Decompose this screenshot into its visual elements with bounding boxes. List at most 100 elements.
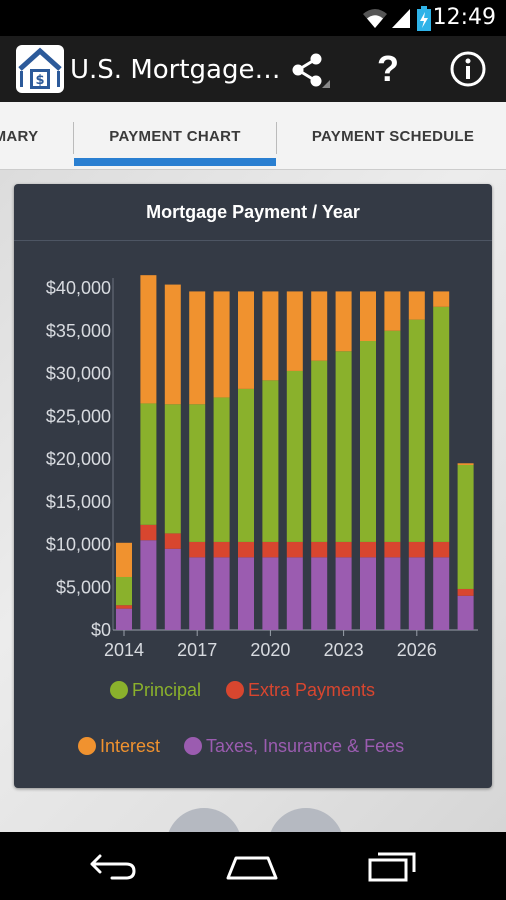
app-title: U.S. Mortgage…: [70, 55, 281, 85]
bar-segment: [408, 557, 425, 630]
bar-segment: [213, 397, 230, 542]
tab-payment-schedule[interactable]: PAYMENT SCHEDULE: [311, 128, 475, 145]
divider: [14, 240, 492, 241]
bar-segment: [408, 319, 425, 542]
bar-segment: [286, 291, 303, 371]
legend-dot: [78, 737, 96, 755]
x-tick-label: 2026: [397, 640, 437, 660]
signal-icon: [392, 9, 410, 28]
legend-label: Extra Payments: [248, 680, 376, 700]
share-icon: [292, 53, 330, 88]
y-tick-label: $15,000: [46, 492, 111, 512]
bar-segment: [116, 608, 132, 630]
bar-segment: [189, 541, 206, 558]
bar-segment: [384, 557, 401, 630]
bar-segment: [433, 557, 450, 630]
y-tick-label: $20,000: [46, 449, 111, 469]
bar-segment: [238, 541, 254, 558]
bar-segment: [286, 541, 303, 558]
bar-segment: [164, 548, 181, 630]
y-tick-label: $5,000: [56, 577, 111, 597]
home-button[interactable]: [222, 846, 282, 886]
bar-segment: [140, 540, 157, 630]
y-tick-label: $25,000: [46, 406, 111, 426]
bar-segment: [189, 404, 206, 542]
legend-label: Taxes, Insurance & Fees: [206, 736, 405, 756]
bar-segment: [457, 595, 474, 630]
app-icon[interactable]: $: [16, 45, 64, 93]
bar-segment: [262, 380, 279, 542]
bar-segment: [140, 524, 157, 541]
bar-segment: [408, 291, 425, 320]
bar-segment: [360, 557, 376, 630]
chart-title: Mortgage Payment / Year: [146, 202, 360, 222]
floating-button[interactable]: [166, 808, 242, 832]
y-tick-label: $10,000: [46, 535, 111, 555]
legend-label: Principal: [132, 680, 202, 700]
bar-segment: [213, 541, 230, 558]
x-tick-label: 2020: [250, 640, 290, 660]
chart-card: Mortgage Payment / Year $0 $5,000 $10,000 $…: [14, 184, 492, 788]
y-tick-label: $35,000: [46, 321, 111, 341]
bar-segment: [116, 605, 132, 609]
bar-segment: [360, 341, 376, 542]
bar-segment: [262, 291, 279, 381]
bar-segment: [457, 464, 474, 589]
tab-divider: [276, 122, 277, 154]
bar-segment: [335, 291, 352, 352]
bar-segment: [262, 541, 279, 558]
bar-segment: [286, 557, 303, 630]
bar-segment: [140, 275, 157, 404]
back-button[interactable]: [82, 846, 142, 886]
clock: 12:49: [432, 5, 496, 30]
legend-item-principal: Principal: [110, 678, 201, 702]
bar-segment: [457, 588, 474, 596]
x-tick-label: 2014: [104, 640, 144, 660]
y-tick-label: $0: [91, 620, 111, 640]
bar-segment: [262, 557, 279, 630]
tab-divider: [73, 122, 74, 154]
recent-apps-button[interactable]: [362, 846, 422, 886]
bar-segment: [433, 291, 450, 307]
bar-segment: [164, 533, 181, 549]
bar-segment: [408, 541, 425, 558]
bar-segment: [335, 557, 352, 630]
legend-dot: [226, 681, 244, 699]
bar-segment: [360, 291, 376, 342]
bar-segment: [164, 404, 181, 534]
bar-segment: [433, 306, 450, 542]
bar-segment: [311, 360, 328, 542]
bar-segment: [238, 291, 254, 389]
bar-segment: [116, 576, 132, 606]
tab-summary[interactable]: MARY: [0, 128, 39, 145]
bar-segment: [433, 541, 450, 558]
back-icon: [90, 854, 136, 880]
info-button[interactable]: [448, 49, 488, 89]
legend-item-interest: Interest: [78, 734, 160, 758]
bar-segment: [164, 284, 181, 405]
bar-segment: [116, 542, 132, 577]
tab-payment-chart[interactable]: PAYMENT CHART: [109, 128, 241, 145]
bar-segment: [311, 541, 328, 558]
bar-segment: [213, 557, 230, 630]
house-dollar-icon: $: [18, 47, 62, 89]
bar-segment: [384, 330, 401, 542]
bar-segment: [384, 291, 401, 331]
y-tick-label: $40,000: [46, 278, 111, 298]
help-button[interactable]: ?: [366, 46, 410, 92]
bar-segment: [238, 388, 254, 542]
x-tick-label: 2023: [324, 640, 364, 660]
bar-segment: [189, 291, 206, 405]
share-button[interactable]: [286, 50, 332, 90]
stacked-bar-chart: $0 $5,000 $10,000 $15,000 $20,000 $25,000 $30,…: [46, 275, 478, 660]
wifi-icon: [363, 9, 387, 28]
info-icon: [450, 51, 486, 87]
navigation-bar: [0, 832, 506, 900]
legend-label: Interest: [100, 736, 161, 756]
legend-item-extra-payments: Extra Payments: [226, 678, 375, 702]
floating-button[interactable]: [268, 808, 344, 832]
bar-segment: [286, 370, 303, 542]
bar-segment: [238, 557, 254, 630]
legend-dot: [184, 737, 202, 755]
recent-apps-icon: [368, 852, 416, 882]
